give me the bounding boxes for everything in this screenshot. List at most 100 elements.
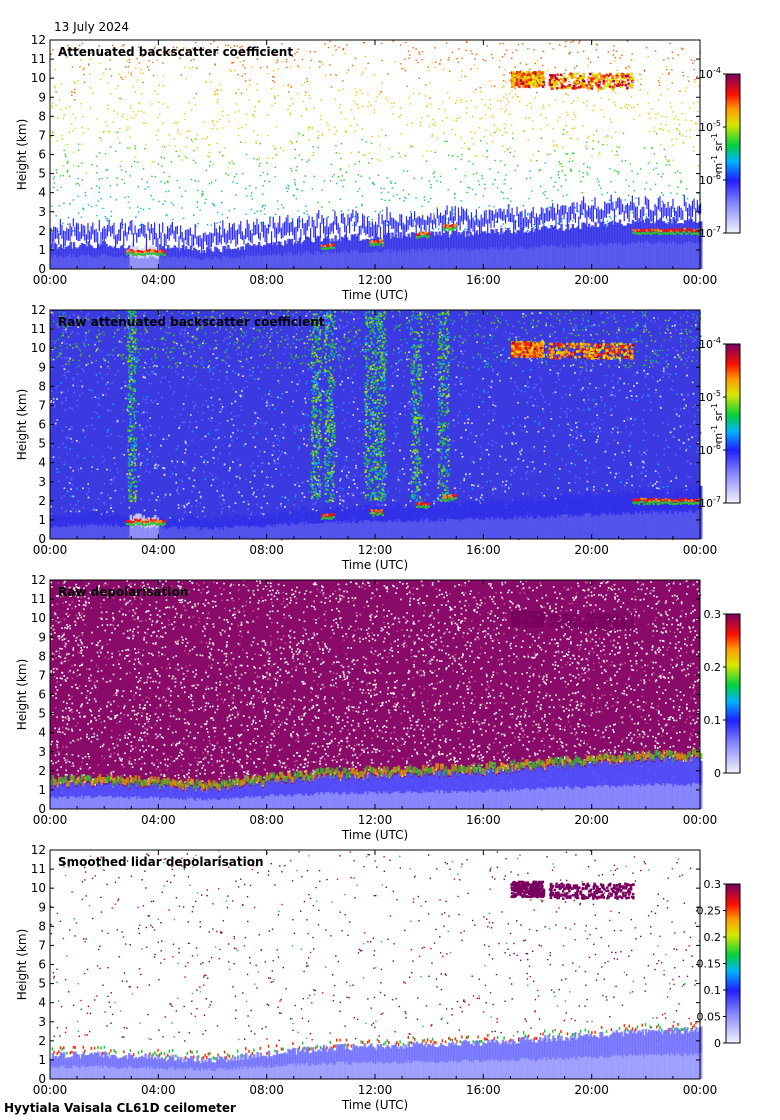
y-tick-label: 3 [38, 475, 46, 489]
heatmap-cells [50, 310, 703, 541]
y-tick-label: 4 [38, 186, 46, 200]
y-tick-label: 1 [38, 1053, 46, 1067]
colorbar-tick-label: 10-4 [699, 66, 721, 81]
y-tick-label: 2 [38, 494, 46, 508]
x-axis-label: Time (UTC) [341, 288, 408, 302]
y-tick-label: 4 [38, 456, 46, 470]
panel-title: Smoothed lidar depolarisation [58, 855, 264, 869]
x-tick-label: 16:00 [466, 543, 501, 557]
colorbar-tick-label: 0.05 [697, 1011, 722, 1024]
y-tick-label: 11 [31, 322, 46, 336]
x-tick-label: 04:00 [141, 813, 176, 827]
y-tick-label: 9 [38, 360, 46, 374]
colorbar-unit: m-1 sr-1 [710, 133, 725, 173]
x-tick-label: 20:00 [574, 273, 609, 287]
x-axis-label: Time (UTC) [341, 828, 408, 842]
y-tick-label: 1 [38, 783, 46, 797]
x-tick-label: 08:00 [249, 813, 284, 827]
colorbar-scale [725, 73, 741, 234]
x-tick-label: 00:00 [683, 273, 718, 287]
colorbar-tick-label: 10-6 [699, 442, 721, 457]
y-tick-label: 5 [38, 437, 46, 451]
y-tick-label: 2 [38, 1034, 46, 1048]
y-tick-label: 7 [38, 668, 46, 682]
x-tick-label: 00:00 [33, 1083, 68, 1097]
y-tick-label: 10 [31, 341, 46, 355]
y-tick-label: 8 [38, 919, 46, 933]
x-tick-label: 00:00 [33, 273, 68, 287]
y-tick-label: 0 [38, 1072, 46, 1086]
y-tick-label: 2 [38, 224, 46, 238]
y-tick-label: 9 [38, 630, 46, 644]
y-tick-label: 12 [31, 303, 46, 317]
heatmap-cells [50, 850, 703, 1079]
y-tick-label: 10 [31, 611, 46, 625]
x-axis: 00:00 04:00 08:00 12:00 16:00 20:00 00:00 Time … [33, 850, 717, 1112]
heatmap-cells [50, 40, 703, 269]
y-tick-label: 7 [38, 128, 46, 142]
y-axis-label: Height (km) [15, 389, 29, 460]
y-tick-label: 9 [38, 900, 46, 914]
colorbar-tick-label: 0.1 [704, 714, 722, 727]
y-tick-label: 6 [38, 418, 46, 432]
y-tick-label: 7 [38, 398, 46, 412]
y-axis-label: Height (km) [15, 119, 29, 190]
colorbar-tick-label: 0.3 [704, 608, 722, 621]
y-tick-label: 12 [31, 843, 46, 857]
panel-title: Attenuated backscatter coefficient [58, 45, 293, 59]
x-axis-label: Time (UTC) [341, 558, 408, 572]
colorbar: 10-7 10-6 10-5 10-4 m-1 sr-1 [699, 66, 741, 240]
x-tick-label: 00:00 [33, 813, 68, 827]
plot-date: 13 July 2024 [54, 20, 129, 34]
y-tick-label: 5 [38, 167, 46, 181]
colorbar-tick-label: 0.2 [704, 931, 722, 944]
y-tick-label: 8 [38, 649, 46, 663]
colorbar-tick-label: 0.2 [704, 661, 722, 674]
y-tick-label: 7 [38, 938, 46, 952]
x-tick-label: 00:00 [683, 543, 718, 557]
y-tick-label: 11 [31, 862, 46, 876]
y-tick-label: 0 [38, 262, 46, 276]
colorbar-tick-label: 0 [714, 1037, 721, 1050]
panel-title: Raw attenuated backscatter coefficient [58, 315, 325, 329]
x-axis: 00:00 04:00 08:00 12:00 16:00 20:00 00:00 Time … [33, 40, 718, 302]
x-tick-label: 20:00 [574, 813, 609, 827]
y-axis-label: Height (km) [15, 929, 29, 1000]
y-tick-label: 1 [38, 513, 46, 527]
colorbar-tick-label: 0.3 [704, 878, 722, 891]
y-tick-label: 6 [38, 148, 46, 162]
x-tick-label: 16:00 [466, 1083, 501, 1097]
y-tick-label: 3 [38, 205, 46, 219]
x-tick-label: 20:00 [574, 1083, 609, 1097]
y-tick-label: 5 [38, 707, 46, 721]
x-axis: 00:00 04:00 08:00 12:00 16:00 20:00 00:00 Time … [33, 580, 717, 842]
x-tick-label: 08:00 [249, 1083, 284, 1097]
y-tick-label: 3 [38, 1015, 46, 1029]
x-tick-label: 16:00 [466, 273, 501, 287]
x-tick-label: 04:00 [141, 543, 176, 557]
y-tick-label: 2 [38, 764, 46, 778]
y-tick-label: 12 [31, 33, 46, 47]
y-tick-label: 4 [38, 726, 46, 740]
panel-title: Raw depolarisation [58, 585, 188, 599]
colorbar-tick-label: 10-7 [699, 225, 721, 240]
x-tick-label: 16:00 [466, 813, 501, 827]
colorbar-tick-label: 10-5 [699, 119, 721, 134]
x-tick-label: 12:00 [358, 543, 393, 557]
y-tick-label: 0 [38, 802, 46, 816]
y-tick-label: 4 [38, 996, 46, 1010]
y-tick-label: 11 [31, 52, 46, 66]
x-tick-label: 12:00 [358, 273, 393, 287]
colorbar-scale [725, 883, 741, 1044]
x-tick-label: 08:00 [249, 273, 284, 287]
heatmap-cells [50, 580, 703, 811]
y-tick-label: 10 [31, 881, 46, 895]
y-tick-label: 9 [38, 90, 46, 104]
x-tick-label: 00:00 [33, 543, 68, 557]
